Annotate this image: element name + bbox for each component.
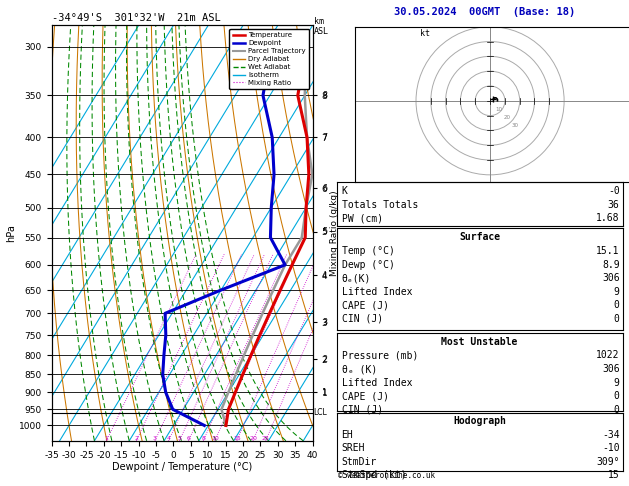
- Text: -0: -0: [608, 186, 620, 196]
- Text: 1: 1: [104, 436, 108, 441]
- Text: 4: 4: [322, 271, 327, 279]
- Text: K: K: [342, 186, 347, 196]
- Text: Pressure (mb): Pressure (mb): [342, 350, 418, 361]
- Text: StmDir: StmDir: [342, 457, 377, 467]
- Text: θₑ(K): θₑ(K): [342, 273, 371, 283]
- Text: © weatheronline.co.uk: © weatheronline.co.uk: [338, 471, 435, 480]
- Text: 0: 0: [614, 300, 620, 311]
- Text: CAPE (J): CAPE (J): [342, 300, 389, 311]
- Text: PW (cm): PW (cm): [342, 213, 382, 224]
- Text: 7: 7: [322, 133, 327, 142]
- Text: -10: -10: [602, 443, 620, 453]
- Text: 25: 25: [262, 436, 270, 441]
- Legend: Temperature, Dewpoint, Parcel Trajectory, Dry Adiabat, Wet Adiabat, Isotherm, Mi: Temperature, Dewpoint, Parcel Trajectory…: [230, 29, 309, 89]
- Text: EH: EH: [342, 430, 353, 440]
- Text: 309°: 309°: [596, 457, 620, 467]
- Text: 306: 306: [602, 364, 620, 374]
- Text: SREH: SREH: [342, 443, 365, 453]
- Text: LCL: LCL: [314, 408, 328, 417]
- Text: 30.05.2024  00GMT  (Base: 18): 30.05.2024 00GMT (Base: 18): [394, 7, 575, 17]
- Text: 2: 2: [135, 436, 138, 441]
- Text: 3: 3: [153, 436, 157, 441]
- Text: 0: 0: [614, 391, 620, 401]
- Text: 15.1: 15.1: [596, 246, 620, 256]
- Text: 1: 1: [322, 388, 327, 397]
- Text: 36: 36: [608, 200, 620, 210]
- X-axis label: Dewpoint / Temperature (°C): Dewpoint / Temperature (°C): [112, 462, 252, 472]
- Text: 10: 10: [495, 106, 502, 112]
- Text: Surface: Surface: [459, 232, 500, 243]
- Text: 15: 15: [608, 470, 620, 481]
- Text: 10: 10: [211, 436, 219, 441]
- Text: θₑ (K): θₑ (K): [342, 364, 377, 374]
- Text: 9: 9: [614, 287, 620, 297]
- Text: 20: 20: [503, 115, 510, 120]
- Text: 6: 6: [187, 436, 191, 441]
- Text: 1.68: 1.68: [596, 213, 620, 224]
- Text: -34: -34: [602, 430, 620, 440]
- Text: Hodograph: Hodograph: [453, 416, 506, 426]
- Text: Totals Totals: Totals Totals: [342, 200, 418, 210]
- Text: 30: 30: [512, 123, 519, 128]
- Text: 8: 8: [322, 91, 327, 100]
- Text: 1022: 1022: [596, 350, 620, 361]
- Text: 0: 0: [614, 314, 620, 324]
- Text: CIN (J): CIN (J): [342, 314, 382, 324]
- Text: km
ASL: km ASL: [314, 17, 329, 35]
- Text: kt: kt: [420, 29, 430, 37]
- Text: 5: 5: [177, 436, 181, 441]
- Text: Lifted Index: Lifted Index: [342, 287, 412, 297]
- Text: 6: 6: [322, 184, 327, 192]
- Text: 306: 306: [602, 273, 620, 283]
- Y-axis label: hPa: hPa: [6, 224, 16, 242]
- Text: 9: 9: [614, 378, 620, 388]
- Text: StmSpd (kt): StmSpd (kt): [342, 470, 406, 481]
- Text: 8.9: 8.9: [602, 260, 620, 270]
- Text: 2: 2: [322, 355, 327, 364]
- Text: -34°49'S  301°32'W  21m ASL: -34°49'S 301°32'W 21m ASL: [52, 13, 220, 23]
- Text: CAPE (J): CAPE (J): [342, 391, 389, 401]
- Text: 15: 15: [233, 436, 241, 441]
- Y-axis label: Mixing Ratio (g/kg): Mixing Ratio (g/kg): [330, 190, 339, 276]
- Text: 4: 4: [167, 436, 170, 441]
- Text: 20: 20: [249, 436, 257, 441]
- Text: CIN (J): CIN (J): [342, 405, 382, 415]
- Text: 8: 8: [201, 436, 205, 441]
- Text: 5: 5: [322, 227, 327, 236]
- Text: 0: 0: [614, 405, 620, 415]
- Text: Dewp (°C): Dewp (°C): [342, 260, 394, 270]
- Text: Temp (°C): Temp (°C): [342, 246, 394, 256]
- Text: Lifted Index: Lifted Index: [342, 378, 412, 388]
- Text: Most Unstable: Most Unstable: [442, 337, 518, 347]
- Text: 3: 3: [322, 318, 327, 327]
